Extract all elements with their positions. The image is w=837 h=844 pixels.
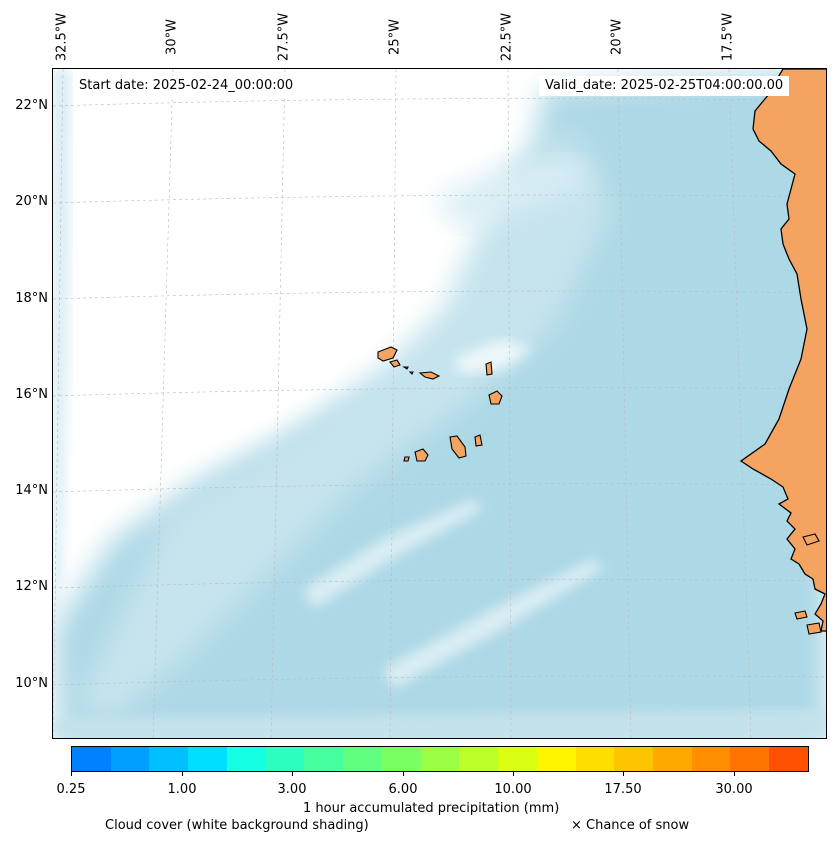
- colorbar-tick-label: 3.00: [277, 782, 307, 797]
- grid-lon-22-5w: [507, 69, 512, 738]
- colorbar-segment: [72, 747, 111, 771]
- colorbar-segment: [614, 747, 654, 771]
- colorbar-tick-mark: [513, 772, 514, 776]
- lon-label-30w: 30°W: [164, 19, 180, 55]
- coastal-island-c: [806, 622, 822, 635]
- map-panel[interactable]: [52, 68, 827, 739]
- colorbar-tick-label: 6.00: [388, 782, 418, 797]
- cape-verde-islands: [377, 346, 503, 462]
- colorbar-segment: [265, 747, 305, 771]
- island-ilheu: [408, 371, 414, 375]
- coastal-island-b: [794, 610, 808, 620]
- island-sao-nicolau: [418, 371, 441, 380]
- colorbar-tick-mark: [403, 772, 404, 776]
- grid-lon-32-5w: [53, 69, 64, 738]
- grid-lat-18n: [53, 290, 826, 300]
- colorbar-segment: [381, 747, 421, 771]
- lat-label-22n: 22°N: [15, 98, 48, 113]
- colorbar-segment: [459, 747, 499, 771]
- colorbar-segment: [343, 747, 382, 771]
- colorbar-segment: [536, 747, 576, 771]
- colorbar-segment: [769, 747, 808, 771]
- grid-lon-25w: [389, 69, 397, 738]
- colorbar-tick-mark: [734, 772, 735, 776]
- colorbar-segment: [188, 747, 227, 771]
- africa-landmass: [739, 69, 826, 632]
- colorbar-tick-mark: [182, 772, 183, 776]
- colorbar-segment: [498, 747, 537, 771]
- grid-lon-17-5w: [728, 69, 752, 738]
- lon-label-27-5w: 27.5°W: [276, 12, 292, 62]
- lat-label-18n: 18°N: [15, 291, 48, 306]
- colorbar-segment: [304, 747, 344, 771]
- map-canvas: [53, 69, 826, 738]
- lon-label-17-5w: 17.5°W: [720, 12, 736, 62]
- lat-label-20n: 20°N: [15, 194, 48, 209]
- colorbar-segment: [149, 747, 189, 771]
- lat-label-10n: 10°N: [15, 676, 48, 691]
- cloud-shading-left-edge: [53, 69, 71, 709]
- lon-label-22-5w: 22.5°W: [499, 12, 515, 62]
- colorbar-segment: [226, 747, 266, 771]
- grid-lat-22n: [53, 98, 826, 107]
- grid-lon-20w: [617, 69, 632, 738]
- island-boa-vista: [488, 390, 503, 405]
- colorbar-tick-label: 17.50: [604, 782, 642, 797]
- island-fogo: [414, 448, 429, 462]
- colorbar-tick-label: 30.00: [715, 782, 753, 797]
- colorbar-tick-mark: [71, 772, 72, 776]
- colorbar-tick-label: 0.25: [56, 782, 86, 797]
- cloud-shading-wide: [73, 129, 613, 719]
- grid-lon-27-5w: [270, 69, 286, 738]
- island-sal: [485, 361, 493, 376]
- lon-label-20w: 20°W: [609, 19, 625, 55]
- cloud-cover-legend: Cloud cover (white background shading): [105, 818, 369, 833]
- coastal-island-a: [802, 533, 820, 546]
- cloud-streak-3: [453, 339, 533, 374]
- colorbar-segment: [691, 747, 731, 771]
- start-date-label: Start date: 2025-02-24_00:00:00: [73, 76, 300, 96]
- colorbar-title: 1 hour accumulated precipitation (mm): [303, 801, 560, 816]
- island-sao-vicente: [389, 359, 401, 368]
- precipitation-colorbar: [71, 746, 809, 772]
- colorbar-tick-label: 1.00: [167, 782, 197, 797]
- lat-label-12n: 12°N: [15, 579, 48, 594]
- colorbar-segment: [653, 747, 692, 771]
- lat-label-14n: 14°N: [15, 483, 48, 498]
- cloud-streak-2: [383, 559, 603, 689]
- colorbar-segment: [575, 747, 615, 771]
- graticule: [53, 69, 826, 738]
- grid-lat-10n: [53, 675, 826, 686]
- island-maio: [474, 434, 483, 447]
- island-brava: [403, 456, 410, 462]
- island-santa-luzia: [402, 366, 409, 370]
- lon-label-32-5w: 32.5°W: [54, 12, 70, 62]
- snow-legend: × Chance of snow: [571, 818, 690, 833]
- grid-lat-14n: [53, 483, 826, 493]
- colorbar-segment: [110, 747, 150, 771]
- cloud-shading-band-north: [433, 159, 593, 229]
- colorbar-segment: [420, 747, 460, 771]
- island-santo-antao: [377, 346, 398, 362]
- grid-lon-30w: [152, 69, 174, 738]
- grid-lat-16n: [53, 387, 826, 397]
- valid-date-label: Valid_date: 2025-02-25T04:00:00.00: [539, 76, 790, 96]
- colorbar-tick-mark: [623, 772, 624, 776]
- cloud-shading-bottom-edge: [53, 709, 826, 738]
- lat-label-16n: 16°N: [15, 387, 48, 402]
- grid-lat-12n: [53, 579, 826, 589]
- lon-label-25w: 25°W: [387, 19, 403, 55]
- colorbar-tick-label: 10.00: [494, 782, 532, 797]
- colorbar-segment: [730, 747, 770, 771]
- colorbar-tick-mark: [292, 772, 293, 776]
- island-santiago: [449, 435, 467, 459]
- grid-lat-20n: [53, 194, 826, 204]
